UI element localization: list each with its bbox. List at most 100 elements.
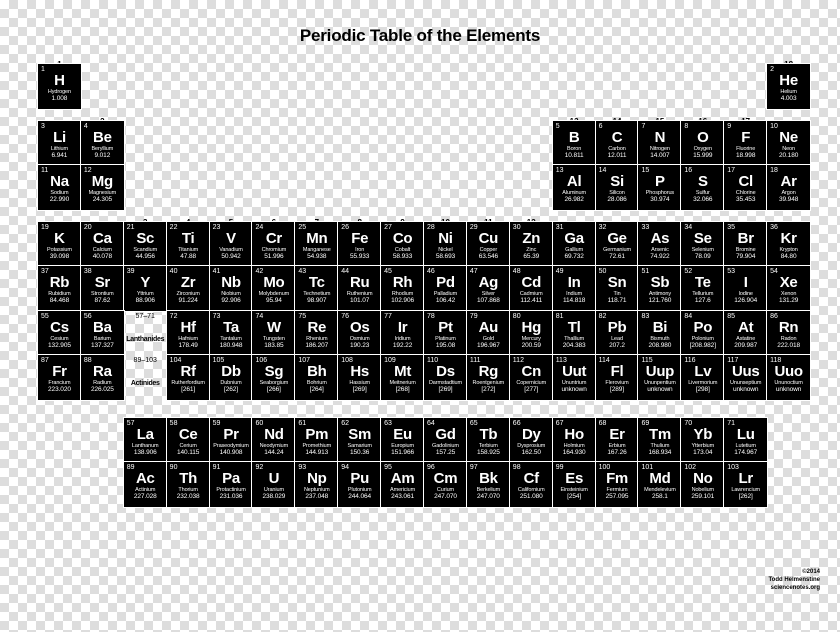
element-cell-kr: 36KrKrypton84.80 [767,222,810,267]
element-symbol: Ac [125,471,166,487]
atomic-mass: 137.327 [82,342,123,350]
atomic-mass: [264] [296,386,337,394]
atomic-mass: 54.938 [296,253,337,261]
atomic-mass: [266] [253,386,294,394]
spacer-cell [681,64,724,109]
element-cell-ce: 58CeCerium140.115 [167,418,210,463]
element-symbol: Pt [425,320,466,336]
element-symbol: Uup [639,364,680,380]
atomic-mass: 258.1 [639,493,680,501]
spacer-cell [124,165,167,210]
atomic-mass: 138.906 [125,449,166,457]
atomic-mass: [289] [597,386,638,394]
atomic-mass: 168.934 [639,449,680,457]
atomic-mass: 35.453 [725,196,766,204]
element-cell-sm: 62SmSamarium150.36 [338,418,381,463]
element-symbol: I [725,275,766,291]
atomic-mass: 78.09 [682,253,723,261]
spacer-cell [424,64,467,109]
element-cell-la: 57LaLanthanum138.906 [124,418,167,463]
atomic-mass: [208.982] [682,342,723,350]
atomic-mass: [254] [554,493,595,501]
atomic-mass: 107.868 [468,297,509,305]
atomic-mass: 79.904 [725,253,766,261]
element-cell-uup: 115UupUnunpentiumunknown [638,355,681,400]
element-symbol: Uuo [768,364,809,380]
atomic-mass: [262] [211,386,252,394]
element-symbol: Os [339,320,380,336]
atomic-mass: 44.956 [125,253,166,261]
atomic-mass: 173.04 [682,449,723,457]
atomic-mass: 74.922 [639,253,680,261]
element-symbol: Br [725,231,766,247]
element-symbol: Ru [339,275,380,291]
element-symbol: P [639,174,680,190]
element-cell-sr: 38SrStrontium87.62 [81,266,124,311]
element-cell-s: 16SSulfur32.066 [681,165,724,210]
element-cell-ar: 18ArArgon39.948 [767,165,810,210]
element-cell-li: 3LiLithium6.941 [38,121,81,166]
element-cell-xe: 54XeXenon131.29 [767,266,810,311]
element-symbol: Dy [511,427,552,443]
atomic-mass: 102.906 [382,297,423,305]
element-cell-md: 101MdMendelevium258.1 [638,462,681,507]
element-cell-hg: 80HgMercury200.59 [510,311,553,356]
atomic-mass: 69.732 [554,253,595,261]
element-symbol: N [639,130,680,146]
element-cell-cd: 48CdCadmium112.411 [510,266,553,311]
element-cell-f: 9FFluorine18.998 [724,121,767,166]
element-cell-h: 1HHydrogen1.008 [38,64,81,109]
element-cell-tb: 65TbTerbium158.925 [467,418,510,463]
element-symbol: Lr [725,471,766,487]
period-row-2: 3LiLithium6.9414BeBeryllium9.0125BBoron1… [38,121,810,166]
actinide-row: 89AcActinium227.02890ThThorium232.03891P… [38,462,810,507]
element-symbol: Pb [597,320,638,336]
element-symbol: Ni [425,231,466,247]
element-symbol: Sg [253,364,294,380]
atomic-mass: unknown [725,386,766,394]
element-cell-cs: 55CsCesium132.905 [38,311,81,356]
atomic-mass: 50.942 [211,253,252,261]
element-cell-o: 8OOxygen15.999 [681,121,724,166]
element-symbol: Pr [211,427,252,443]
period-row-6: 55CsCesium132.90556BaBarium137.32757–71L… [38,311,810,356]
element-symbol: Ir [382,320,423,336]
lanthanide-row: 57LaLanthanum138.90658CeCerium140.11559P… [38,418,810,463]
element-cell-lv: 116LvLivermorium[298] [681,355,724,400]
spacer-cell [252,121,295,166]
atomic-mass: 174.967 [725,449,766,457]
spacer-cell [38,462,81,507]
element-symbol: Ga [554,231,595,247]
spacer-cell [724,64,767,109]
element-symbol: Na [39,174,80,190]
element-cell-mg: 12MgMagnesium24.305 [81,165,124,210]
element-symbol: Hf [168,320,209,336]
element-symbol: H [39,73,80,89]
element-cell-v: 23VVanadium50.942 [210,222,253,267]
element-symbol: Re [296,320,337,336]
element-cell-cl: 17ClChlorine35.453 [724,165,767,210]
element-symbol: Bi [639,320,680,336]
atomic-mass: 95.94 [253,297,294,305]
atomic-mass: 24.305 [82,196,123,204]
element-symbol: Np [296,471,337,487]
element-name: Praseodymium [211,443,252,449]
element-cell-lr: 103LrLawrencium[262] [724,462,767,507]
atomic-mass: 244.064 [339,493,380,501]
element-symbol: K [39,231,80,247]
atomic-mass: 247.070 [425,493,466,501]
element-symbol: Nd [253,427,294,443]
element-cell-uuo: 118UuoUnunoctiumunknown [767,355,810,400]
element-symbol: Ds [425,364,466,380]
atomic-mass: [277] [511,386,552,394]
element-symbol: Ca [82,231,123,247]
element-symbol: Rb [39,275,80,291]
atomic-mass: 247.070 [468,493,509,501]
element-symbol: S [682,174,723,190]
element-cell-re: 75ReRhenium186.207 [295,311,338,356]
element-cell-ag: 47AgSilver107.868 [467,266,510,311]
atomic-mass: 231.036 [211,493,252,501]
element-cell-al: 13AlAluminum26.982 [553,165,596,210]
element-symbol: Hs [339,364,380,380]
atomic-mass: 4.003 [768,95,809,103]
